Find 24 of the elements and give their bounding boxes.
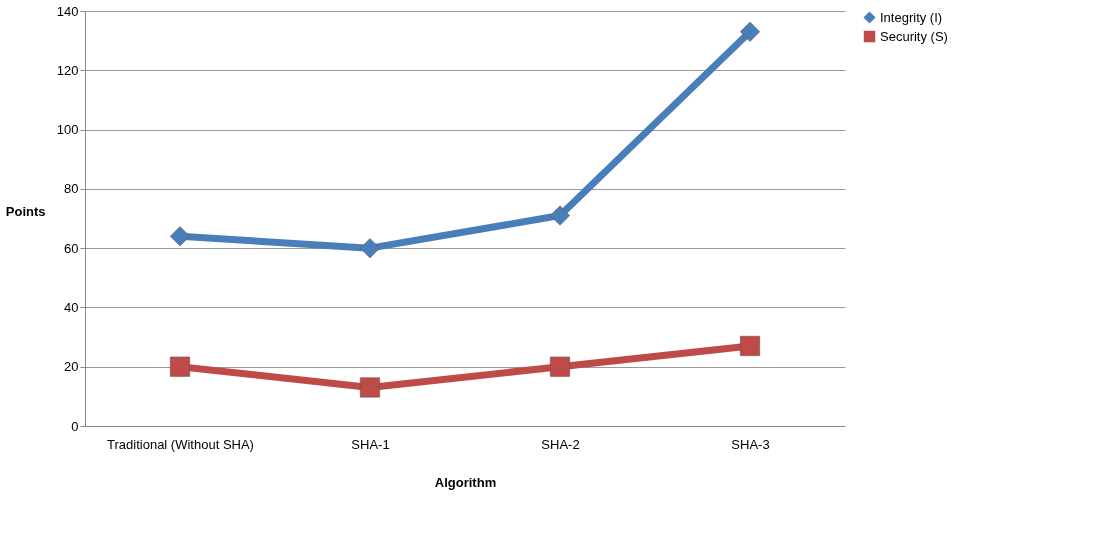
legend-label: Security (S) — [880, 28, 948, 44]
point — [550, 356, 570, 377]
point — [550, 205, 570, 226]
point — [740, 21, 760, 42]
point — [360, 377, 380, 398]
y-tick-label: 20 — [64, 359, 79, 375]
point — [170, 356, 190, 377]
y-tick-label: 120 — [56, 62, 79, 78]
x-axis-title: Algorithm — [434, 474, 497, 490]
y-tick-label: 0 — [71, 418, 79, 434]
x-tick-label: SHA-3 — [731, 436, 770, 452]
y-axis-title: Points — [5, 204, 46, 219]
legend-label: Integrity (I) — [880, 9, 943, 25]
y-tick-label: 80 — [64, 181, 79, 197]
point — [170, 226, 190, 247]
y-tick-label: 140 — [56, 3, 79, 19]
point — [360, 238, 380, 259]
y-tick-label: 40 — [64, 299, 79, 315]
x-tick-label: SHA-2 — [541, 436, 580, 452]
point — [740, 335, 760, 356]
y-tick-label: 60 — [64, 240, 79, 256]
y-tick-label: 100 — [56, 122, 79, 138]
x-tick-label: SHA-1 — [351, 436, 390, 452]
x-tick-label: Traditional (Without SHA) — [107, 436, 254, 452]
